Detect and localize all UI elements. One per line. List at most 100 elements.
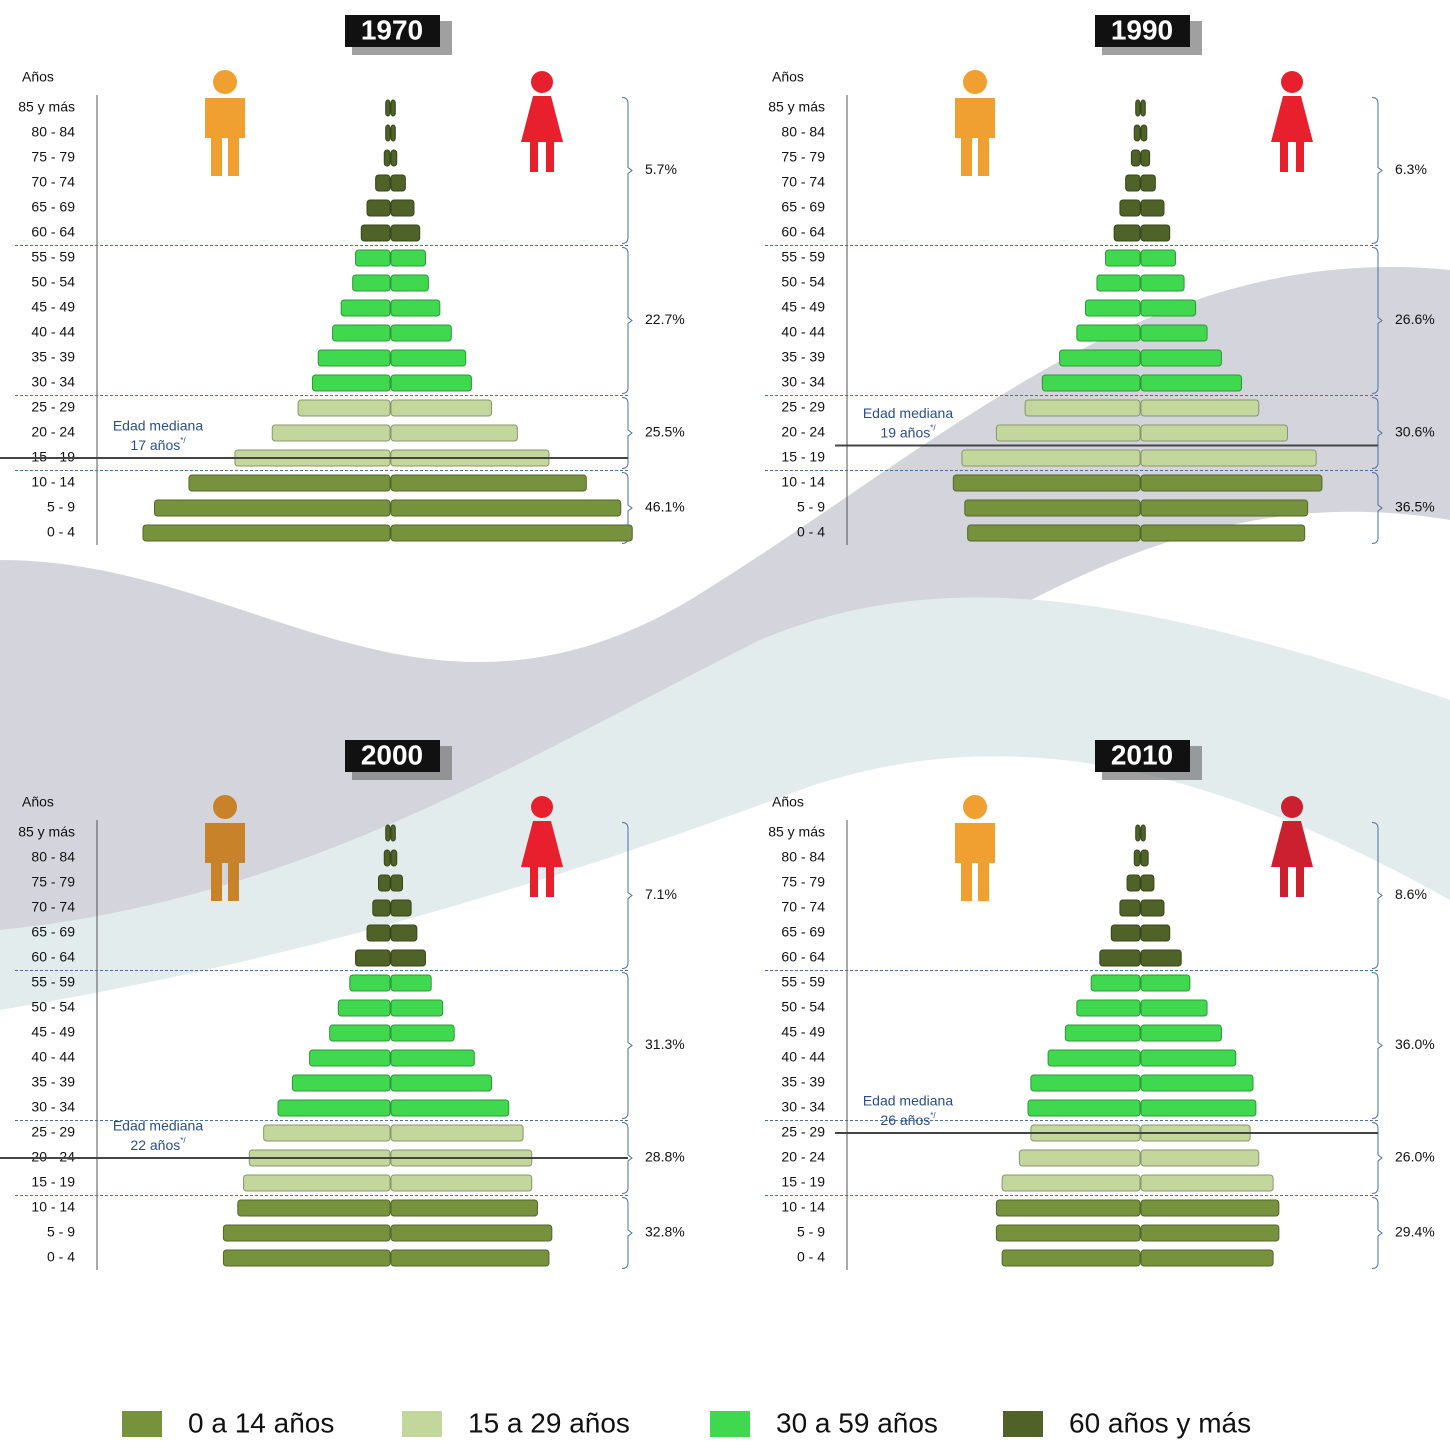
y-tick-label: 85 y más	[18, 824, 75, 840]
group-bracket	[1371, 822, 1383, 969]
group-bracket	[621, 397, 633, 469]
male-bar	[1041, 374, 1141, 392]
y-tick-label: 45 - 49	[31, 1024, 75, 1040]
title-box	[345, 740, 440, 772]
male-bar	[1110, 924, 1141, 942]
median-note: */	[930, 1111, 936, 1120]
median-value: 19 años*/	[880, 424, 936, 441]
group-bracket	[621, 1197, 633, 1269]
female-bar	[390, 324, 452, 342]
y-tick-label: 85 y más	[768, 99, 825, 115]
median-value: 26 años*/	[880, 1111, 936, 1128]
median-label: Edad mediana	[113, 418, 204, 434]
median-value: 17 años	[130, 437, 180, 453]
female-bar	[1140, 974, 1191, 992]
y-tick-label: 30 - 34	[781, 374, 825, 390]
male-bar	[329, 1024, 391, 1042]
female-bar	[1140, 124, 1148, 142]
male-bar	[366, 924, 391, 942]
male-bar	[237, 1199, 391, 1217]
female-bar	[1140, 374, 1243, 392]
y-tick-label: 50 - 54	[31, 999, 75, 1015]
male-bar	[1076, 999, 1141, 1017]
female-bar	[390, 349, 467, 367]
female-bar	[1140, 1199, 1280, 1217]
male-bar	[297, 399, 391, 417]
legend-swatch	[122, 1411, 162, 1437]
y-tick-label: 0 - 4	[797, 524, 825, 540]
y-tick-label: 75 - 79	[781, 149, 825, 165]
male-bar	[964, 499, 1141, 517]
median-note: */	[930, 424, 936, 433]
male-bar	[995, 424, 1141, 442]
female-icon	[1281, 796, 1303, 818]
female-bar	[390, 499, 622, 517]
female-bar	[390, 174, 406, 192]
male-bar	[1076, 324, 1141, 342]
y-tick-label: 15 - 19	[781, 1174, 825, 1190]
female-bar	[1140, 1024, 1222, 1042]
female-bar	[1140, 399, 1260, 417]
male-bar	[340, 299, 391, 317]
female-bar	[1140, 274, 1185, 292]
group-label: 30.6%	[1395, 424, 1435, 440]
y-tick-label: 60 - 64	[31, 224, 75, 240]
female-bar	[390, 974, 432, 992]
group-label: 36.0%	[1395, 1036, 1435, 1052]
female-bar	[390, 199, 415, 217]
median-value: 22 años	[130, 1137, 180, 1153]
male-bar	[385, 124, 391, 142]
female-bar	[390, 99, 396, 117]
y-tick-label: 5 - 9	[47, 499, 75, 515]
y-tick-label: 35 - 39	[31, 1074, 75, 1090]
y-tick-label: 65 - 69	[31, 924, 75, 940]
y-tick-label: 80 - 84	[781, 124, 825, 140]
y-tick-label: 0 - 4	[797, 1249, 825, 1265]
male-bar	[1059, 349, 1141, 367]
female-bar	[1140, 949, 1182, 967]
female-bar	[1140, 174, 1156, 192]
female-bar	[1140, 249, 1176, 267]
male-bar	[1001, 1249, 1141, 1267]
median-note: */	[180, 1136, 186, 1145]
female-bar	[1140, 924, 1171, 942]
female-bar	[390, 424, 518, 442]
male-bar	[1090, 974, 1141, 992]
y-tick-label: 85 y más	[18, 99, 75, 115]
female-icon	[1281, 71, 1303, 93]
female-bar	[390, 1124, 524, 1142]
female-bar	[1140, 524, 1306, 542]
y-axis-label: Años	[772, 69, 804, 85]
y-tick-label: 10 - 14	[781, 1199, 825, 1215]
y-tick-label: 0 - 4	[47, 1249, 75, 1265]
y-tick-label: 15 - 19	[31, 1174, 75, 1190]
title-box	[345, 15, 440, 47]
female-bar	[1140, 449, 1317, 467]
group-bracket	[1371, 97, 1383, 244]
male-bar	[317, 349, 391, 367]
y-tick-label: 10 - 14	[31, 1199, 75, 1215]
chart-title: 2000	[361, 739, 423, 770]
group-label: 32.8%	[645, 1224, 685, 1240]
female-bar	[390, 374, 472, 392]
male-bar	[1018, 1149, 1141, 1167]
female-bar	[390, 1099, 510, 1117]
group-label: 29.4%	[1395, 1224, 1435, 1240]
chart-title: 1990	[1111, 14, 1173, 45]
male-bar	[1001, 1174, 1141, 1192]
y-tick-label: 10 - 14	[781, 474, 825, 490]
y-tick-label: 70 - 74	[31, 174, 75, 190]
female-bar	[1140, 1249, 1274, 1267]
y-tick-label: 40 - 44	[781, 324, 825, 340]
male-bar	[383, 149, 391, 167]
y-tick-label: 5 - 9	[47, 1224, 75, 1240]
title-box	[1095, 15, 1190, 47]
male-bar	[1024, 399, 1141, 417]
group-label: 46.1%	[645, 499, 685, 515]
male-bar	[352, 274, 391, 292]
group-bracket	[1371, 472, 1383, 544]
male-bar	[1119, 199, 1141, 217]
male-bar	[1125, 174, 1141, 192]
y-tick-label: 40 - 44	[781, 1049, 825, 1065]
